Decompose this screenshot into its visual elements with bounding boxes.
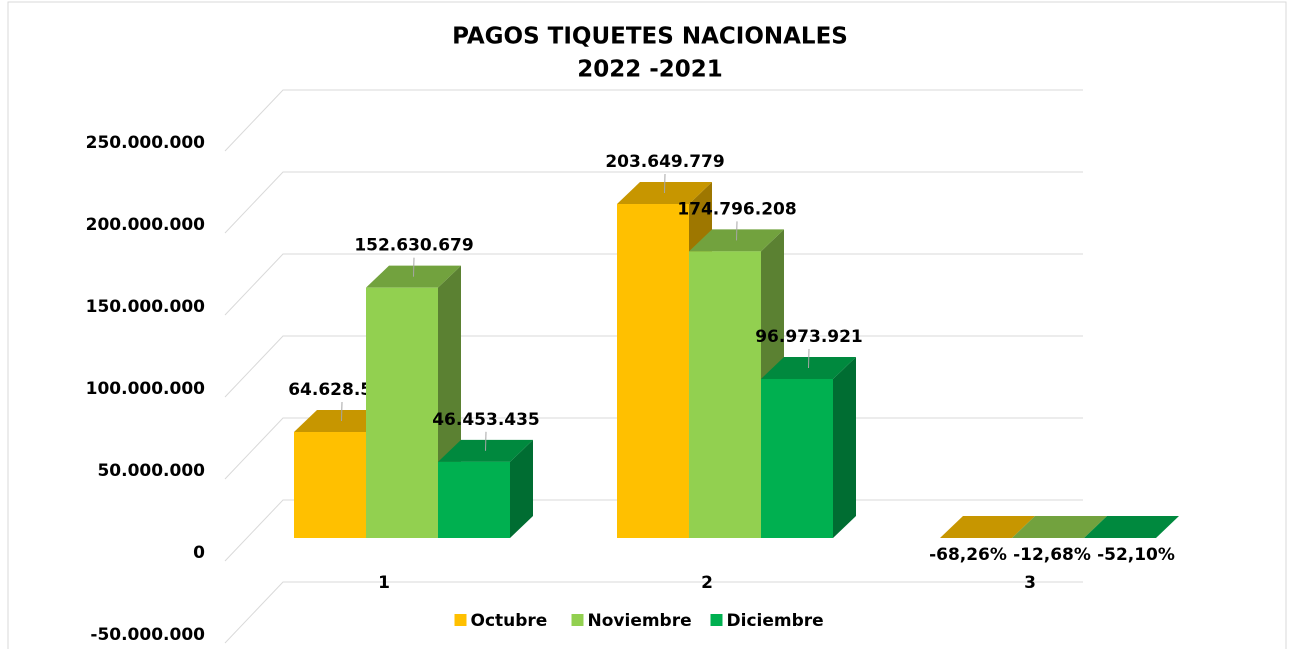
y-tick-label: 0 [193,543,205,563]
bar-face [689,251,761,538]
chart-subtitle: 2022 -2021 [577,57,723,83]
bar [761,356,856,538]
legend-label: Noviembre [588,611,692,631]
bar-face [510,439,533,538]
data-label: 96.973.921 [755,327,863,347]
grid-line [224,89,1083,152]
bar [1012,516,1107,538]
data-label: 152.630.679 [354,236,473,256]
leader-line [413,257,415,277]
x-tick-label: 2 [701,573,713,593]
data-label: -12,68% [1013,545,1091,565]
leader-line [341,401,343,422]
bar-face [1084,516,1179,538]
x-tick-label: 1 [378,573,390,593]
leader-line [664,174,666,194]
bar-face [761,378,833,538]
y-tick-label: 50.000.000 [97,461,205,481]
bar [940,516,1035,538]
legend-swatch [710,614,723,626]
data-label: -68,26% [929,545,1007,565]
leader-line [485,431,487,451]
legend-swatch [454,614,467,626]
bar-face [438,461,510,538]
bar-face [617,204,689,539]
bar-face [294,432,366,538]
y-tick-label: 100.000.000 [86,379,206,399]
data-label: 46.453.435 [432,410,540,430]
grid-line [224,335,1083,398]
bar-face [1012,516,1107,538]
x-tick-label: 3 [1024,573,1036,593]
grid-line [224,581,1083,644]
data-label: 174.796.208 [677,199,796,219]
bar-face [833,356,856,538]
legend-label: Diciembre [727,611,824,631]
y-tick-label: 150.000.000 [86,297,206,317]
leader-line [736,221,738,241]
y-tick-label: 200.000.000 [86,215,206,235]
legend-swatch [571,614,584,626]
bar-face [366,287,438,538]
bar-face [940,516,1035,538]
data-label: 203.649.779 [605,152,724,172]
y-tick-label: 250.000.000 [86,133,206,153]
chart-title: PAGOS TIQUETES NACIONALES [452,24,848,50]
grid-line [224,253,1083,316]
legend-label: Octubre [471,611,548,631]
y-tick-label: -50.000.000 [90,625,205,645]
bar [438,439,533,538]
data-label: -52,10% [1097,545,1175,565]
grid-line [224,171,1083,234]
leader-line [808,348,810,368]
bar [1084,516,1179,538]
